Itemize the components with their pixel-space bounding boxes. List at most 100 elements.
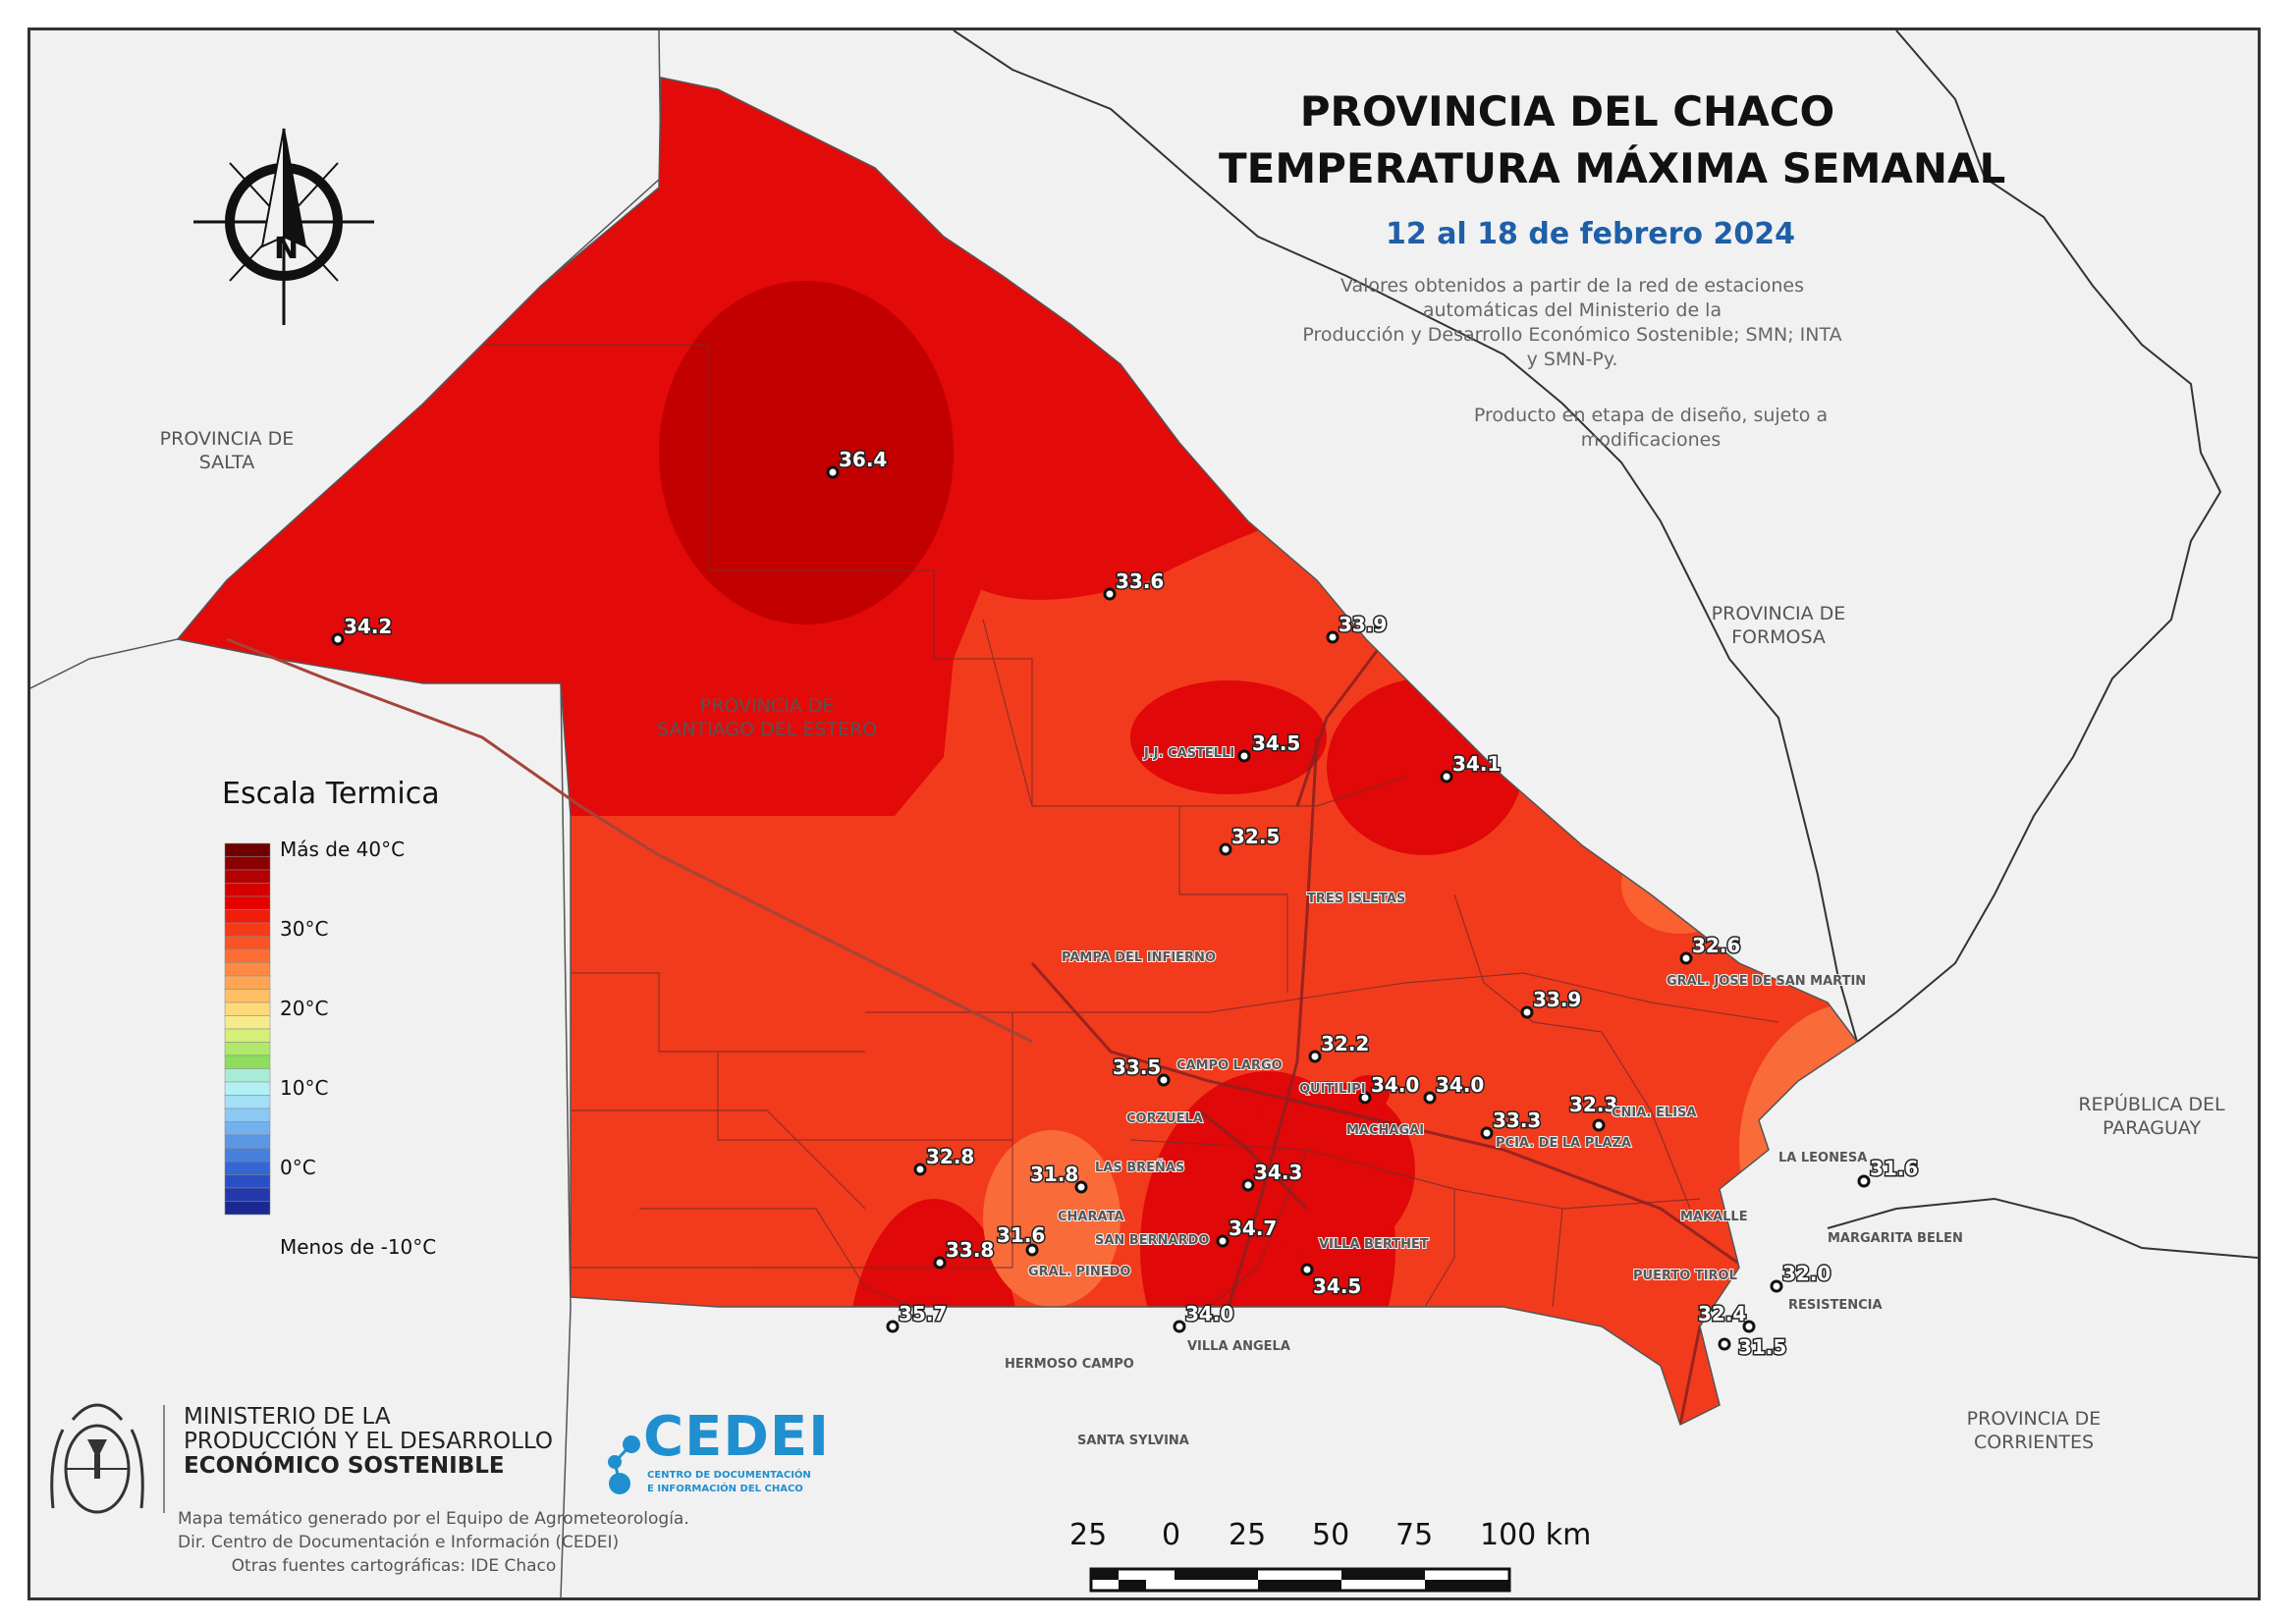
station-value: 32.5 xyxy=(1231,825,1280,848)
station-marker: 31.8 xyxy=(1029,1162,1088,1194)
station-marker: 31.6 xyxy=(1857,1156,1920,1188)
city-label: CHARATA xyxy=(1058,1210,1123,1224)
station-value: 34.2 xyxy=(344,615,392,638)
ministry-name: MINISTERIO DE LA PRODUCCIÓN Y EL DESARRO… xyxy=(184,1405,553,1479)
station-marker: 33.9 xyxy=(1326,612,1389,644)
region-salta: PROVINCIA DE SALTA xyxy=(119,427,335,474)
legend-label: 0°C xyxy=(280,1156,316,1179)
station-marker: 32.3 xyxy=(1568,1092,1619,1132)
station-value: 34.5 xyxy=(1252,731,1300,755)
ministry-line3: ECONÓMICO SOSTENIBLE xyxy=(184,1453,505,1479)
scale-label: 50 xyxy=(1312,1518,1350,1552)
station-value: 32.8 xyxy=(926,1145,974,1168)
legend-label: Más de 40°C xyxy=(280,838,406,861)
legend-swatch xyxy=(224,856,271,871)
station-dot xyxy=(1358,1091,1372,1105)
region-formosa-line2: FORMOSA xyxy=(1731,626,1826,648)
station-dot xyxy=(1679,951,1693,965)
station-marker: 32.5 xyxy=(1219,824,1282,856)
station-dot xyxy=(886,1320,900,1333)
legend-swatch xyxy=(224,1095,271,1109)
station-marker: 33.6 xyxy=(1103,568,1166,601)
legend-swatch xyxy=(224,869,271,884)
legend-swatch xyxy=(224,1161,271,1175)
legend-swatch xyxy=(224,1028,271,1043)
station-dot xyxy=(1308,1050,1322,1063)
station-marker: 35.7 xyxy=(886,1301,949,1333)
city-label: LA LEONESA xyxy=(1778,1151,1867,1165)
region-corrientes-line2: CORRIENTES xyxy=(1973,1432,2095,1453)
national-route-line xyxy=(226,637,1033,1044)
station-value: 33.8 xyxy=(946,1238,994,1262)
station-markers: 36.4 34.2 33.6 33.9 34.5 34.1 32.5 32.6 33.9 32.2… xyxy=(331,447,1920,1361)
station-value: 31.6 xyxy=(997,1223,1045,1247)
station-value: 34.3 xyxy=(1254,1161,1302,1184)
station-value: 36.4 xyxy=(839,448,887,471)
station-dot xyxy=(1326,630,1339,644)
legend-swatch xyxy=(224,975,271,990)
legend-swatch xyxy=(224,1081,271,1096)
city-label: QUITILIPI xyxy=(1299,1082,1366,1097)
city-label: LAS BREÑAS xyxy=(1095,1160,1184,1175)
city-label: MACHAGAI xyxy=(1346,1123,1424,1138)
legend-swatch xyxy=(224,883,271,897)
map-frame: N 36.4 34.2 33.6 33.9 34.5 34.1 32.5 32.6 33.9 32… xyxy=(27,27,2261,1600)
map-dates: 12 al 18 de febrero 2024 xyxy=(1386,217,1795,251)
station-dot xyxy=(1423,1091,1437,1105)
cedei-sub1: CENTRO DE DOCUMENTACIÓN xyxy=(647,1470,811,1481)
station-marker: 34.0 xyxy=(1423,1072,1486,1105)
station-marker: 34.5 xyxy=(1237,730,1302,763)
city-label: RESISTENCIA xyxy=(1788,1298,1883,1313)
ministry-line2: PRODUCCIÓN Y EL DESARROLLO xyxy=(184,1429,554,1454)
region-salta-line1: PROVINCIA DE xyxy=(159,428,295,450)
city-label: SAN BERNARDO xyxy=(1095,1233,1209,1248)
source-note: Valores obtenidos a partir de la red de … xyxy=(1297,274,1847,372)
disclaimer: Producto en etapa de diseño, sujeto a mo… xyxy=(1473,405,1829,451)
city-label: VILLA BERTHET xyxy=(1319,1237,1429,1252)
legend-label: 30°C xyxy=(280,917,329,941)
region-salta-line2: SALTA xyxy=(198,452,255,473)
station-marker: 34.3 xyxy=(1241,1160,1304,1192)
station-dot xyxy=(1103,587,1117,601)
region-santiago-line2: SANTIAGO DEL ESTERO xyxy=(656,719,878,740)
station-dot xyxy=(1742,1320,1756,1333)
region-paraguay: REPÚBLICA DEL PARAGUAY xyxy=(2053,1093,2250,1140)
city-label: CAMPO LARGO xyxy=(1176,1058,1283,1073)
station-marker: 31.6 xyxy=(996,1222,1047,1257)
station-value: 32.0 xyxy=(1782,1262,1831,1285)
station-value: 33.6 xyxy=(1116,569,1164,593)
station-marker: 33.8 xyxy=(933,1237,996,1270)
station-dot xyxy=(1025,1243,1039,1257)
station-dot xyxy=(1219,842,1232,856)
legend-swatch xyxy=(224,1148,271,1163)
legend-swatch xyxy=(224,842,271,857)
legend-title: Escala Termica xyxy=(222,777,440,811)
region-formosa-line1: PROVINCIA DE xyxy=(1711,603,1846,624)
station-dot xyxy=(1157,1073,1171,1087)
station-dot xyxy=(1440,770,1453,784)
legend-swatch xyxy=(224,1001,271,1016)
credit-line1: Mapa temático generado por el Equipo de … xyxy=(178,1509,689,1529)
ministry-line1: MINISTERIO DE LA xyxy=(184,1404,391,1430)
scale-label: 25 xyxy=(1229,1518,1267,1552)
station-value: 32.2 xyxy=(1321,1032,1369,1055)
paraguay-river xyxy=(1856,30,2222,1043)
scale-label: 25 xyxy=(1069,1518,1108,1552)
city-label: MAKALLE xyxy=(1680,1210,1748,1224)
station-value: 31.8 xyxy=(1030,1163,1078,1186)
legend-swatch xyxy=(224,1134,271,1149)
city-label: PUERTO TIROL xyxy=(1633,1269,1737,1283)
station-dot xyxy=(1237,749,1251,763)
station-marker: 33.9 xyxy=(1520,987,1583,1019)
legend-swatch xyxy=(224,989,271,1003)
station-marker: 34.2 xyxy=(331,614,394,646)
legend-swatch xyxy=(224,948,271,963)
legend-label: 10°C xyxy=(280,1076,329,1100)
city-label: VILLA ANGELA xyxy=(1187,1339,1290,1354)
city-label: CORZUELA xyxy=(1126,1111,1203,1126)
temperature-surface xyxy=(178,78,1857,1425)
station-marker: 32.4 xyxy=(1697,1301,1756,1333)
station-dot xyxy=(1074,1180,1088,1194)
legend-swatch xyxy=(224,1108,271,1122)
station-marker: 32.0 xyxy=(1770,1261,1832,1293)
